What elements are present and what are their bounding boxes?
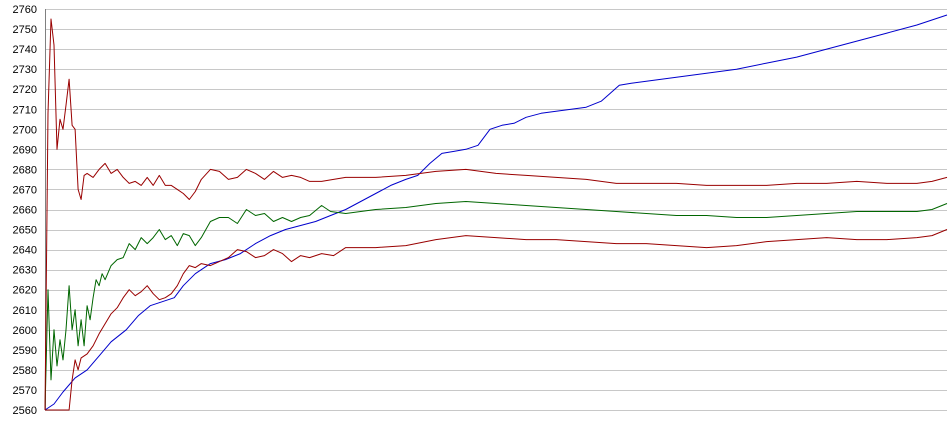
y-tick-label: 2570 [13,385,37,397]
y-tick-label: 2720 [13,84,37,96]
y-tick-label: 2660 [13,205,37,217]
y-axis-tick-labels: 2560 2570 2580 2590 2600 2610 2620 2630 2640 2650… [13,4,37,417]
y-tick-label: 2600 [13,325,37,337]
y-tick-label: 2700 [13,124,37,136]
y-tick-label: 2590 [13,345,37,357]
y-tick-label: 2560 [13,405,37,417]
series-line-3 [44,18,948,411]
y-tick-label: 2670 [13,184,37,196]
y-tick-label: 2630 [13,265,37,277]
y-tick-label: 2580 [13,365,37,377]
y-tick-label: 2650 [13,225,37,237]
gridlines [45,9,947,411]
y-tick-label: 2730 [13,64,37,76]
y-tick-label: 2710 [13,104,37,116]
series-line-1 [44,14,948,411]
series-line-2 [44,201,948,411]
series-layer [44,14,948,411]
y-tick-label: 2610 [13,305,37,317]
y-tick-label: 2760 [13,4,37,16]
y-tick-label: 2740 [13,44,37,56]
y-tick-label: 2620 [13,285,37,297]
y-tick-label: 2680 [13,164,37,176]
y-tick-label: 2640 [13,245,37,257]
y-tick-label: 2690 [13,144,37,156]
series-line-4 [45,229,948,411]
y-tick-label: 2750 [13,24,37,36]
